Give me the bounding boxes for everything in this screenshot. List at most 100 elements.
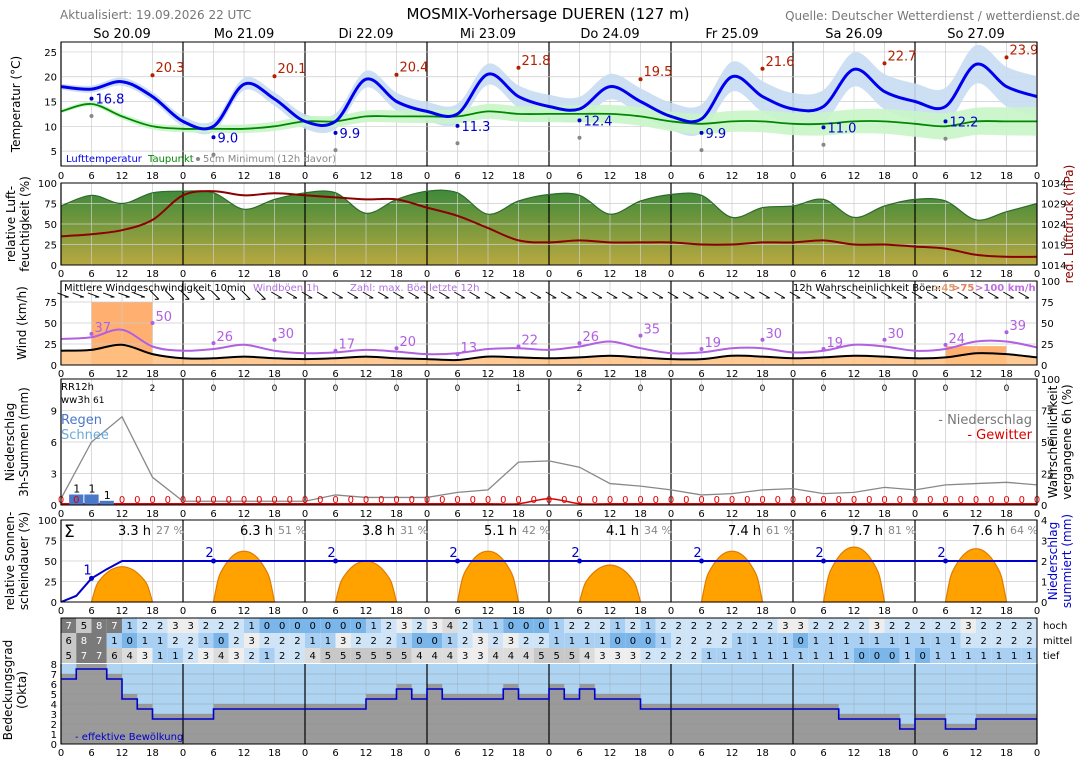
zero-precip-label: 0	[546, 495, 552, 506]
cloud-cell-value: 1	[736, 651, 742, 662]
hour-tick-label: 18	[512, 369, 525, 380]
max-temp-label: 19.5	[644, 65, 673, 80]
cumulative-marker	[821, 558, 826, 564]
hour-tick-label: 0	[180, 748, 186, 759]
zero-precip-label: 0	[881, 495, 887, 506]
cloud-cell-value: 1	[157, 636, 163, 647]
cloud-cell-value: 1	[584, 636, 590, 647]
wind-direction-arrow	[408, 291, 420, 299]
hour-tick-label: 6	[698, 509, 704, 520]
cloud-cell	[244, 633, 260, 648]
gust-marker	[150, 321, 155, 325]
wind-direction-arrow	[774, 291, 786, 299]
zero-precip-label: 0	[149, 495, 155, 506]
hour-tick-label: 0	[302, 748, 308, 759]
hour-tick-label: 6	[942, 748, 948, 759]
cloud-cell-value: 7	[111, 621, 117, 632]
source-text: Quelle: Deutscher Wetterdienst / wetterd…	[785, 9, 1080, 23]
cloud-cell-value: 1	[752, 651, 758, 662]
hour-tick-label: 0	[302, 171, 308, 182]
ground-min-marker	[577, 135, 582, 140]
hour-tick-label: 18	[390, 171, 403, 182]
cloud-cell	[899, 618, 915, 633]
wind-direction-arrow	[881, 291, 892, 299]
cloud-cell	[533, 633, 549, 648]
wind-direction-arrow	[713, 291, 725, 299]
hour-tick-label: 12	[238, 369, 251, 380]
daily-sunshine-percent: 31 %	[400, 524, 428, 537]
hour-tick-label: 12	[848, 748, 861, 759]
hour-tick-label: 18	[634, 269, 647, 280]
cloud-cell	[305, 633, 321, 648]
cloud-cell	[411, 618, 427, 633]
rr12h-value: 0	[821, 384, 827, 394]
cloud-cell	[549, 618, 565, 633]
wind-direction-arrow	[72, 292, 85, 298]
cloud-cell-value: 5	[81, 621, 87, 632]
cloud-cell-value: 1	[370, 621, 376, 632]
hour-tick-label: 18	[146, 171, 159, 182]
hour-tick-label: 6	[698, 369, 704, 380]
hour-tick-label: 12	[604, 606, 617, 617]
rr12h-value: 0	[455, 384, 461, 394]
rain-bar	[69, 494, 84, 505]
hour-tick-label: 6	[942, 606, 948, 617]
rain-bar	[99, 500, 114, 505]
daily-sunshine-hours: 3.8 h	[362, 524, 395, 539]
hour-tick-label: 12	[482, 369, 495, 380]
cloud-cell	[915, 618, 931, 633]
cloud-cell-value: 7	[81, 651, 87, 662]
hour-tick-label: 18	[756, 748, 769, 759]
panel-frame	[60, 617, 1038, 745]
cloud-cell	[183, 648, 199, 663]
updated-text: Aktualisiert: 19.09.2026 22 UTC	[60, 8, 251, 22]
hour-tick-label: 6	[88, 606, 94, 617]
daily-sunshine-hours: 7.4 h	[728, 524, 761, 539]
axis-title: summiert (mm)	[1060, 514, 1074, 608]
wind-direction-arrow	[438, 291, 450, 299]
cloud-cell-value: 2	[645, 651, 651, 662]
y-tick-label: 6	[51, 680, 57, 691]
cloud-cell	[350, 618, 366, 633]
y2-tick-label: 1029	[1041, 200, 1066, 211]
daily-sunshine-hours: 4.1 h	[606, 524, 639, 539]
gust-marker	[577, 341, 582, 346]
zero-precip-label: 0	[668, 495, 674, 506]
zero-precip-label: 0	[271, 495, 277, 506]
hour-tick-label: 12	[970, 269, 983, 280]
wind-direction-arrow	[667, 291, 679, 299]
cloud-cell	[701, 618, 717, 633]
cloud-cell	[884, 648, 900, 663]
hour-tick-label: 12	[116, 269, 129, 280]
cloud-cell-value: 1	[248, 621, 254, 632]
max-gust-label: 30	[278, 327, 295, 342]
cloud-cell-value: 2	[980, 621, 986, 632]
y-tick-label: 15	[44, 98, 57, 109]
cloud-cell	[823, 618, 839, 633]
y-tick-label: 5	[51, 147, 57, 158]
cloud-cell	[91, 618, 107, 633]
min-temp-label: 16.8	[96, 93, 125, 108]
hour-tick-label: 12	[360, 171, 373, 182]
cumulative-label: 1	[83, 563, 91, 578]
wind-direction-arrow	[271, 291, 282, 299]
cloud-cell-value: 6	[111, 651, 117, 662]
wind-direction-arrow	[545, 291, 557, 299]
y2-tick-label: 4	[1041, 516, 1047, 527]
cloud-cell	[198, 648, 214, 663]
gust-marker	[333, 348, 338, 353]
dewpoint-uncertainty-band	[61, 101, 1037, 140]
cloud-cell	[381, 633, 397, 648]
cloud-cell-value: 2	[370, 636, 376, 647]
zero-precip-label: 0	[378, 495, 384, 506]
cumulative-marker	[211, 558, 216, 564]
cloud-cell	[976, 618, 992, 633]
cloud-cell-value: 1	[447, 636, 453, 647]
cloud-cell-value: 1	[874, 636, 880, 647]
y-tick-label: 75	[44, 298, 57, 309]
cloud-cell	[518, 633, 534, 648]
wind-direction-arrow	[515, 291, 526, 299]
wind-direction-arrow	[499, 291, 511, 299]
y2-tick-label: 50	[1041, 319, 1054, 330]
